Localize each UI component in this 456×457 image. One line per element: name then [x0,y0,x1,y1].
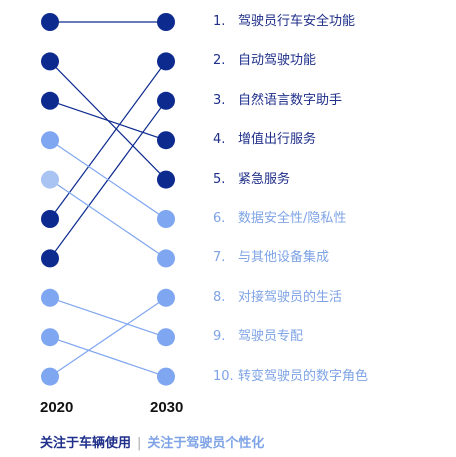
connector-lines [49,21,167,378]
rank-number: 10. [213,368,234,384]
legend-vehicle-use: 关注于车辆使用 [40,436,132,451]
dot-2030 [157,170,175,189]
rank-label: 6. 数据安全性/隐私性 [213,211,346,227]
rank-number: 1. [213,14,226,29]
dot-2030 [157,328,175,347]
rank-label: 5. 紧急服务 [213,172,290,188]
rank-text: 对接驾驶员的生活 [238,289,343,305]
axis-label-2020: 2020 [40,399,74,416]
legend: 关注于车辆使用 | 关注于驾驶员个性化 [40,436,264,452]
rank-label: 1. 驾驶员行车安全功能 [213,14,355,30]
slope-chart [41,13,175,386]
axis-label-2030: 2030 [150,399,184,416]
dot-2030 [157,367,175,386]
rank-text: 与其他设备集成 [238,250,330,266]
rank-number: 6. [213,211,226,226]
dots-2020 [41,13,59,386]
dot-2020 [41,328,59,347]
dots-2030 [157,13,175,386]
connector-line [49,139,167,220]
dot-2020 [41,210,59,228]
rank-number: 8. [213,289,226,305]
rank-text: 驾驶员专配 [238,329,304,345]
rank-number: 5. [213,171,226,187]
rank-label: 2. 自动驾驶功能 [213,53,316,69]
connector-line [49,297,167,338]
dot-2020 [41,52,59,71]
dot-2020 [41,367,59,386]
rank-number: 2. [213,53,226,69]
dot-2020 [41,249,59,268]
connector-line [49,297,167,378]
rank-text: 紧急服务 [238,171,291,187]
dot-2030 [157,131,175,150]
dot-2030 [157,210,175,228]
rank-label: 8. 对接驾驶员的生活 [213,290,342,306]
connector-line [49,179,167,259]
rank-label: 9. 驾驶员专配 [213,329,303,345]
dot-2020 [41,91,59,110]
connector-line [49,60,167,181]
legend-driver-personalization: 关注于驾驶员个性化 [147,436,265,451]
rank-label: 10. 转变驾驶员的数字角色 [213,369,368,385]
rank-label: 7. 与其他设备集成 [213,250,329,266]
dot-2020 [41,288,59,307]
rank-number: 3. [213,92,226,108]
rank-label: 3. 自然语言数字助手 [213,93,342,109]
dot-2030 [157,52,175,71]
dot-2020 [41,131,59,150]
legend-separator: | [137,436,142,451]
rank-text: 增值出行服务 [238,132,317,148]
dot-2030 [157,249,175,268]
dot-2030 [157,13,175,31]
rank-text: 驾驶员行车安全功能 [238,14,356,29]
dot-2020 [41,170,59,189]
connector-line [49,61,167,220]
rank-text: 自然语言数字助手 [238,92,343,108]
rank-text: 转变驾驶员的数字角色 [238,368,369,384]
rank-number: 9. [213,329,226,345]
rank-number: 4. [213,132,226,148]
rank-text: 数据安全性/隐私性 [238,211,347,226]
dot-2020 [41,13,59,31]
rank-text: 自动驾驶功能 [238,53,317,69]
dot-2030 [157,91,175,110]
rank-number: 7. [213,250,226,266]
rank-label: 4. 增值出行服务 [213,132,316,148]
connector-line [49,336,167,378]
dot-2030 [157,288,175,307]
